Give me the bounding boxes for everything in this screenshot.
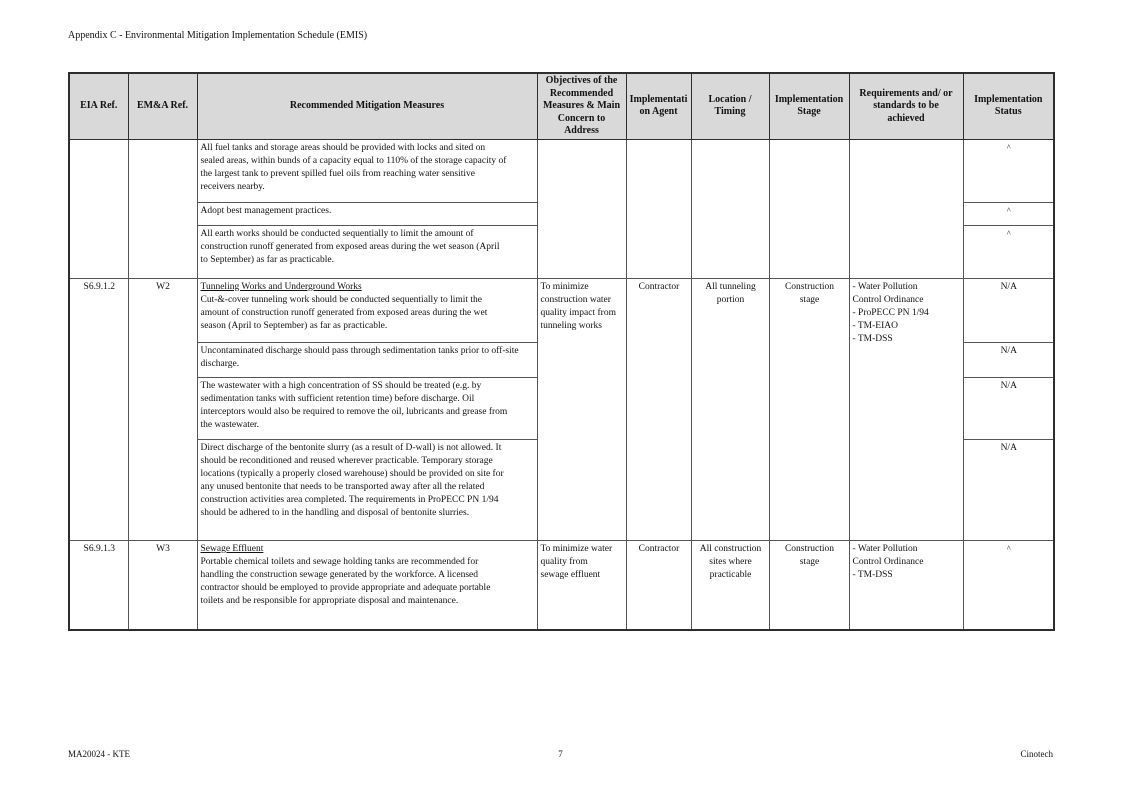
measure-text: Cut-&-cover tunneling work should be con… [200,294,488,331]
col-header-requirements: Requirements and/ or standards to be ach… [848,72,964,140]
table-row: The wastewater with a high concentration… [69,376,1055,440]
measure-text: All fuel tanks and storage areas should … [200,142,507,192]
cell-measure: Uncontaminated discharge should pass thr… [196,341,538,378]
status-value: ^ [1006,542,1011,553]
cell-status: ^ [962,224,1055,279]
col-header-eia-ref: EIA Ref. [68,72,129,140]
cell-location [690,138,770,279]
cell-status: N/A [962,341,1055,378]
cell-status: N/A [962,438,1055,541]
cell-requirements: - Water Pollution Control Ordinance - TM… [848,539,964,631]
cell-objectives [536,138,627,279]
measure-text: All earth works should be conducted sequ… [200,228,500,265]
cell-objectives: To minimize water quality from sewage ef… [536,539,627,631]
table-header-row: EIA Ref. EM&A Ref. Recommended Mitigatio… [68,72,1055,140]
page-footer: MA20024 - KTE 7 Cinotech [68,749,1053,763]
measure-title: Tunneling Works and Underground Works [200,281,362,292]
footer-project-ref: MA20024 - KTE [68,749,130,759]
cell-requirements: - Water Pollution Control Ordinance - Pr… [848,277,964,541]
footer-page-number: 7 [558,749,563,759]
emis-table: EIA Ref. EM&A Ref. Recommended Mitigatio… [68,72,1055,631]
table-row: Adopt best management practices. ^ [69,201,1055,226]
cell-measure: Tunneling Works and Underground Works Cu… [196,277,538,343]
col-header-agent: Implementati on Agent [625,72,692,140]
cell-ema-ref [127,138,198,279]
measure-text: Uncontaminated discharge should pass thr… [200,345,519,369]
cell-measure: All fuel tanks and storage areas should … [196,138,538,203]
cell-measure: Adopt best management practices. [196,201,538,226]
cell-measure: All earth works should be conducted sequ… [196,224,538,279]
cell-eia-ref [68,138,129,279]
col-header-measures: Recommended Mitigation Measures [196,72,538,140]
cell-agent: Contractor [625,277,692,541]
cell-ema-ref: W3 [127,539,198,631]
col-header-location-timing: Location / Timing [690,72,770,140]
col-header-ema-ref: EM&A Ref. [127,72,198,140]
cell-eia-ref: S6.9.1.2 [68,277,129,541]
cell-status: N/A [962,277,1055,343]
status-value: ^ [1006,204,1011,215]
cell-agent: Contractor [625,539,692,631]
cell-status: ^ [962,138,1055,203]
cell-status: ^ [962,539,1055,631]
table-row: All fuel tanks and storage areas should … [68,138,1055,279]
cell-stage: Construction stage [768,539,850,631]
cell-ema-ref: W2 [127,277,198,541]
measure-text: Direct discharge of the bentonite slurry… [200,442,504,518]
cell-stage [768,138,850,279]
col-header-stage: Implementation Stage [768,72,850,140]
cell-eia-ref: S6.9.1.3 [68,539,129,631]
measure-text: Adopt best management practices. [200,205,332,216]
table-row: Direct discharge of the bentonite slurry… [69,438,1055,541]
appendix-title: Appendix C - Environmental Mitigation Im… [68,30,368,41]
cell-status: ^ [962,201,1055,226]
status-value: ^ [1006,141,1011,152]
measure-text: Portable chemical toilets and sewage hol… [200,556,491,606]
cell-stage: Construction stage [768,277,850,541]
cell-measure: Sewage Effluent Portable chemical toilet… [196,539,538,631]
cell-status: N/A [962,376,1055,440]
measure-title: Sewage Effluent [200,543,264,554]
cell-measure: Direct discharge of the bentonite slurry… [196,438,538,541]
measure-text: The wastewater with a high concentration… [200,380,508,430]
cell-measure: The wastewater with a high concentration… [196,376,538,440]
cell-agent [625,138,692,279]
status-value: ^ [1006,227,1011,238]
table-row: S6.9.1.2 W2 Tunneling Works and Undergro… [68,277,1055,541]
cell-location: All construction sites where practicable [690,539,770,631]
cell-objectives: To minimize construction water quality i… [536,277,627,541]
col-header-status: Implementation Status [962,72,1055,140]
cell-location: All tunneling portion [690,277,770,541]
table-row: S6.9.1.3 W3 Sewage Effluent Portable che… [68,539,1055,631]
cell-requirements [848,138,964,279]
col-header-objectives: Objectives of the Recommended Measures &… [536,72,627,140]
footer-company-name: Cinotech [1020,749,1054,759]
